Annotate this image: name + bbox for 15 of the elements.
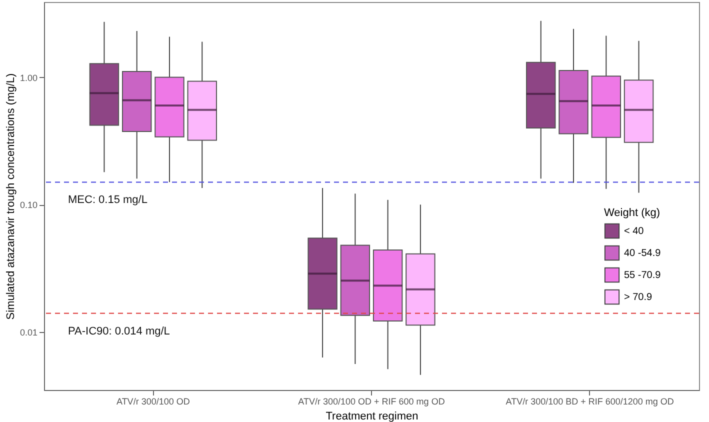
x-tick-label: ATV/r 300/100 OD + RIF 600 mg OD — [298, 396, 446, 406]
legend-label: 55 -70.9 — [624, 270, 662, 281]
y-axis-title: Simulated atazanavir trough concentrations (mg/L) — [4, 73, 17, 320]
x-tick-label: ATV/r 300/100 OD — [116, 396, 190, 406]
ref-line-label: MEC: 0.15 mg/L — [68, 194, 148, 206]
x-tick-label: ATV/r 300/100 BD + RIF 600/1200 mg OD — [506, 396, 674, 406]
legend-title: Weight (kg) — [604, 207, 660, 219]
legend-label: 40 -54.9 — [624, 248, 662, 259]
legend-label: < 40 — [624, 226, 644, 237]
y-tick-label: 0.10 — [20, 200, 38, 210]
legend-label: > 70.9 — [624, 292, 653, 303]
ref-line-label: PA-IC90: 0.014 mg/L — [68, 325, 170, 338]
y-tick-label: 1.00 — [20, 72, 38, 83]
x-axis-title: Treatment regimen — [326, 410, 418, 422]
y-tick-label: 0.01 — [20, 327, 38, 338]
